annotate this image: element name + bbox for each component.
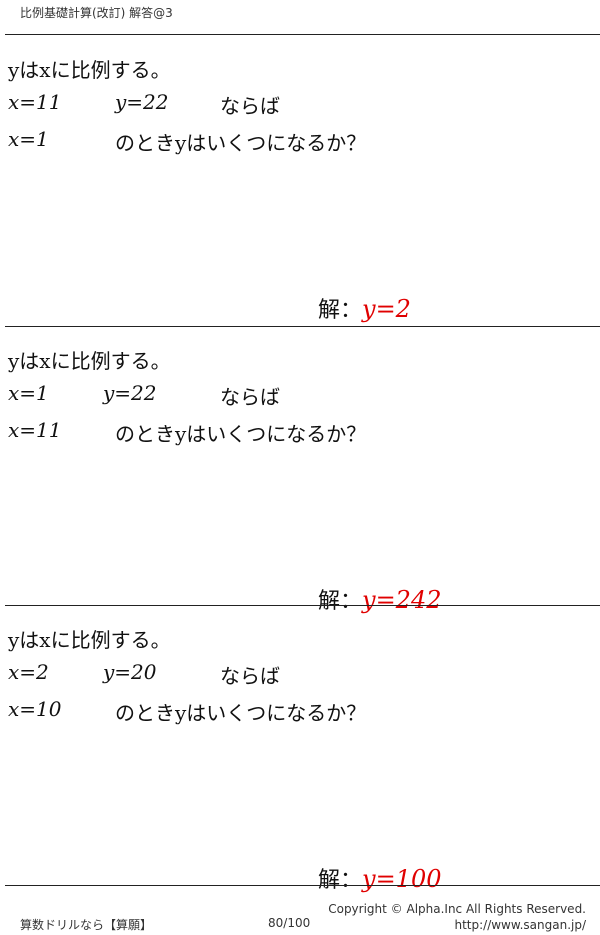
answer-row: 解：y=100 xyxy=(318,862,442,894)
given-x: x=11 xyxy=(8,90,62,114)
divider xyxy=(5,34,600,35)
condition: ならば xyxy=(220,94,280,118)
statement: yはxに比例する。 xyxy=(8,58,171,82)
given-x: x=2 xyxy=(8,660,49,684)
page-number: 80/100 xyxy=(268,916,311,930)
question: のときyはいくつになるか？ xyxy=(115,422,367,446)
answer-value: y=2 xyxy=(362,295,411,323)
answer-value: y=100 xyxy=(362,865,442,893)
answer-row: 解：y=242 xyxy=(318,583,442,615)
answer-label: 解： xyxy=(318,868,363,893)
given-y: y=22 xyxy=(103,381,157,405)
given-y: y=20 xyxy=(103,660,157,684)
answer-row: 解：y=2 xyxy=(318,292,411,324)
header-title: 比例基礎計算(改訂) 解答@3 xyxy=(20,6,173,20)
answer-value: y=242 xyxy=(362,586,442,614)
given-x: x=1 xyxy=(8,381,49,405)
divider xyxy=(5,885,600,886)
target-x: x=10 xyxy=(8,697,62,721)
divider xyxy=(5,605,600,606)
statement: yはxに比例する。 xyxy=(8,628,171,652)
answer-label: 解： xyxy=(318,298,363,323)
copyright: Copyright © Alpha.Inc All Rights Reserve… xyxy=(328,902,586,916)
condition: ならば xyxy=(220,664,280,688)
statement: yはxに比例する。 xyxy=(8,349,171,373)
divider xyxy=(5,326,600,327)
footer-brand: 算数ドリルなら【算願】 xyxy=(20,918,153,932)
given-y: y=22 xyxy=(115,90,169,114)
question: のときyはいくつになるか？ xyxy=(115,131,367,155)
target-x: x=11 xyxy=(8,418,62,442)
question: のときyはいくつになるか？ xyxy=(115,701,367,725)
target-x: x=1 xyxy=(8,127,49,151)
condition: ならば xyxy=(220,385,280,409)
footer-url[interactable]: http://www.sangan.jp/ xyxy=(454,918,586,932)
answer-label: 解： xyxy=(318,589,363,614)
